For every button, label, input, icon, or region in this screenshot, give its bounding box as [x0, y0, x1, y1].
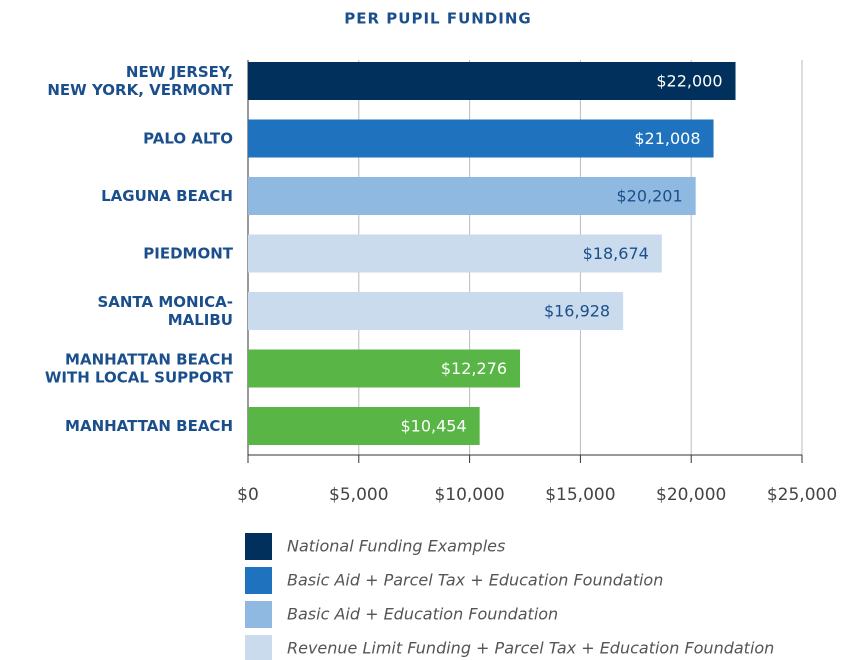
value-label: $10,454 — [400, 417, 466, 436]
y-tick-label: MANHATTAN BEACH — [65, 417, 233, 435]
y-tick-label-line: NEW JERSEY, — [126, 63, 233, 81]
y-tick-label-line: SANTA MONICA- — [97, 293, 233, 311]
bar — [248, 234, 662, 273]
y-tick-label-line: PALO ALTO — [143, 129, 233, 147]
bar — [248, 177, 696, 215]
y-tick-label-line: MANHATTAN BEACH — [65, 417, 233, 435]
y-tick-label: SANTA MONICA-MALIBU — [97, 293, 233, 329]
legend-swatch — [245, 635, 272, 660]
y-tick-label-line: MANHATTAN BEACH — [65, 350, 233, 368]
legend-label: Revenue Limit Funding + Parcel Tax + Edu… — [287, 639, 774, 658]
x-tick-label: $10,000 — [434, 485, 504, 505]
bar — [248, 62, 736, 100]
x-tick-label: $20,000 — [656, 485, 726, 505]
x-tick-label: $25,000 — [767, 485, 837, 505]
legend-swatch — [245, 533, 272, 560]
value-label: $18,674 — [583, 244, 649, 263]
legend-swatch — [245, 601, 272, 628]
y-tick-label-line: NEW YORK, VERMONT — [47, 81, 233, 99]
x-tick-label: $15,000 — [545, 485, 615, 505]
bar — [248, 119, 714, 158]
legend-label: Basic Aid + Education Foundation — [287, 605, 558, 624]
y-tick-label-line: LAGUNA BEACH — [101, 187, 233, 205]
y-tick-label: LAGUNA BEACH — [101, 187, 233, 205]
bar — [248, 407, 480, 445]
value-label: $20,201 — [616, 187, 682, 206]
y-tick-label-line: PIEDMONT — [143, 244, 234, 262]
value-label: $21,008 — [634, 129, 700, 148]
x-tick-label: $5,000 — [329, 485, 388, 505]
legend-label: National Funding Examples — [287, 537, 505, 556]
legend-swatch — [245, 567, 272, 594]
y-tick-label: NEW JERSEY, NEW YORK, VERMONT — [47, 63, 233, 99]
y-tick-label: MANHATTAN BEACH WITH LOCAL SUPPORT — [45, 350, 234, 386]
bar — [248, 349, 521, 388]
value-label: $22,000 — [656, 72, 722, 91]
legend-label: Basic Aid + Parcel Tax + Education Found… — [287, 571, 663, 590]
bar — [248, 292, 624, 330]
x-tick-label: $0 — [237, 485, 259, 505]
value-label: $12,276 — [441, 359, 507, 378]
y-tick-label: PIEDMONT — [143, 244, 234, 262]
y-tick-label-line: WITH LOCAL SUPPORT — [45, 368, 234, 386]
value-label: $16,928 — [544, 302, 610, 321]
chart-title: PER PUPIL FUNDING — [344, 10, 531, 28]
y-tick-label: PALO ALTO — [143, 129, 233, 147]
y-tick-label-line: MALIBU — [168, 311, 233, 329]
